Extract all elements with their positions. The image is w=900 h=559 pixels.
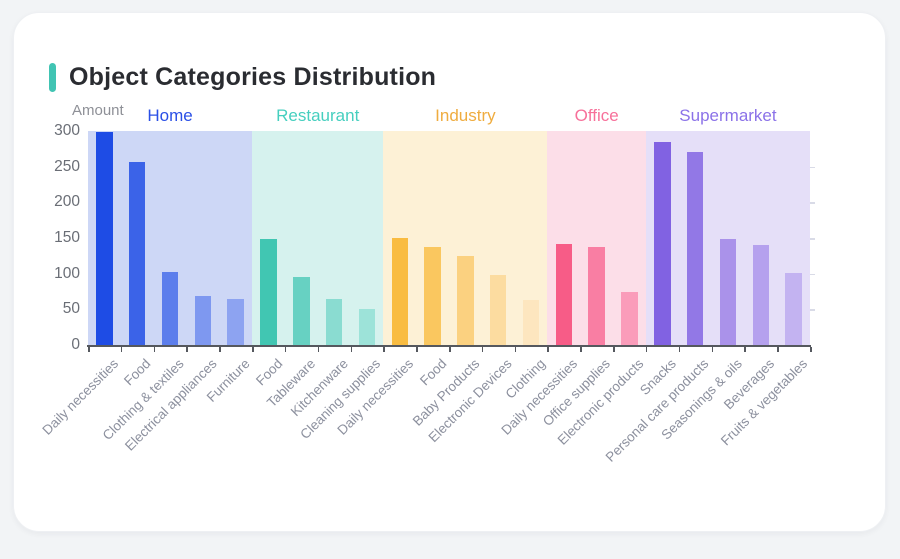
bar-fruits-vegetables[interactable] [785, 272, 802, 345]
bar-food[interactable] [424, 246, 441, 345]
bar-cleaning-supplies[interactable] [358, 309, 376, 345]
bar-office-supplies[interactable] [588, 246, 605, 345]
bar-beverages[interactable] [752, 245, 769, 345]
bar-clothing-textiles[interactable] [161, 272, 179, 345]
title-accent-bar [49, 63, 56, 92]
bar-daily-necessities[interactable] [96, 132, 113, 345]
bar-kitchenware[interactable] [325, 299, 343, 345]
bar-personal-care-products[interactable] [686, 152, 704, 345]
bar-seasonings-oils[interactable] [719, 239, 737, 345]
bar-snacks[interactable] [654, 141, 671, 345]
bar-food[interactable] [129, 161, 146, 345]
y-axis-title: Amount [72, 102, 124, 119]
bar-clothing[interactable] [522, 300, 540, 345]
bar-daily-necessities[interactable] [391, 238, 408, 345]
bar-electronic-products[interactable] [621, 292, 638, 345]
bar-daily-necessities[interactable] [555, 243, 573, 345]
card-header: Object Categories Distribution [49, 63, 436, 92]
bar-electronic-devices[interactable] [490, 275, 507, 345]
page-title: Object Categories Distribution [69, 63, 437, 91]
bar-furniture[interactable] [227, 299, 244, 345]
bar-baby-products[interactable] [457, 255, 474, 345]
bar-electrical-appliances[interactable] [194, 296, 212, 345]
bar-tableware[interactable] [293, 276, 310, 345]
bar-food[interactable] [260, 239, 277, 345]
